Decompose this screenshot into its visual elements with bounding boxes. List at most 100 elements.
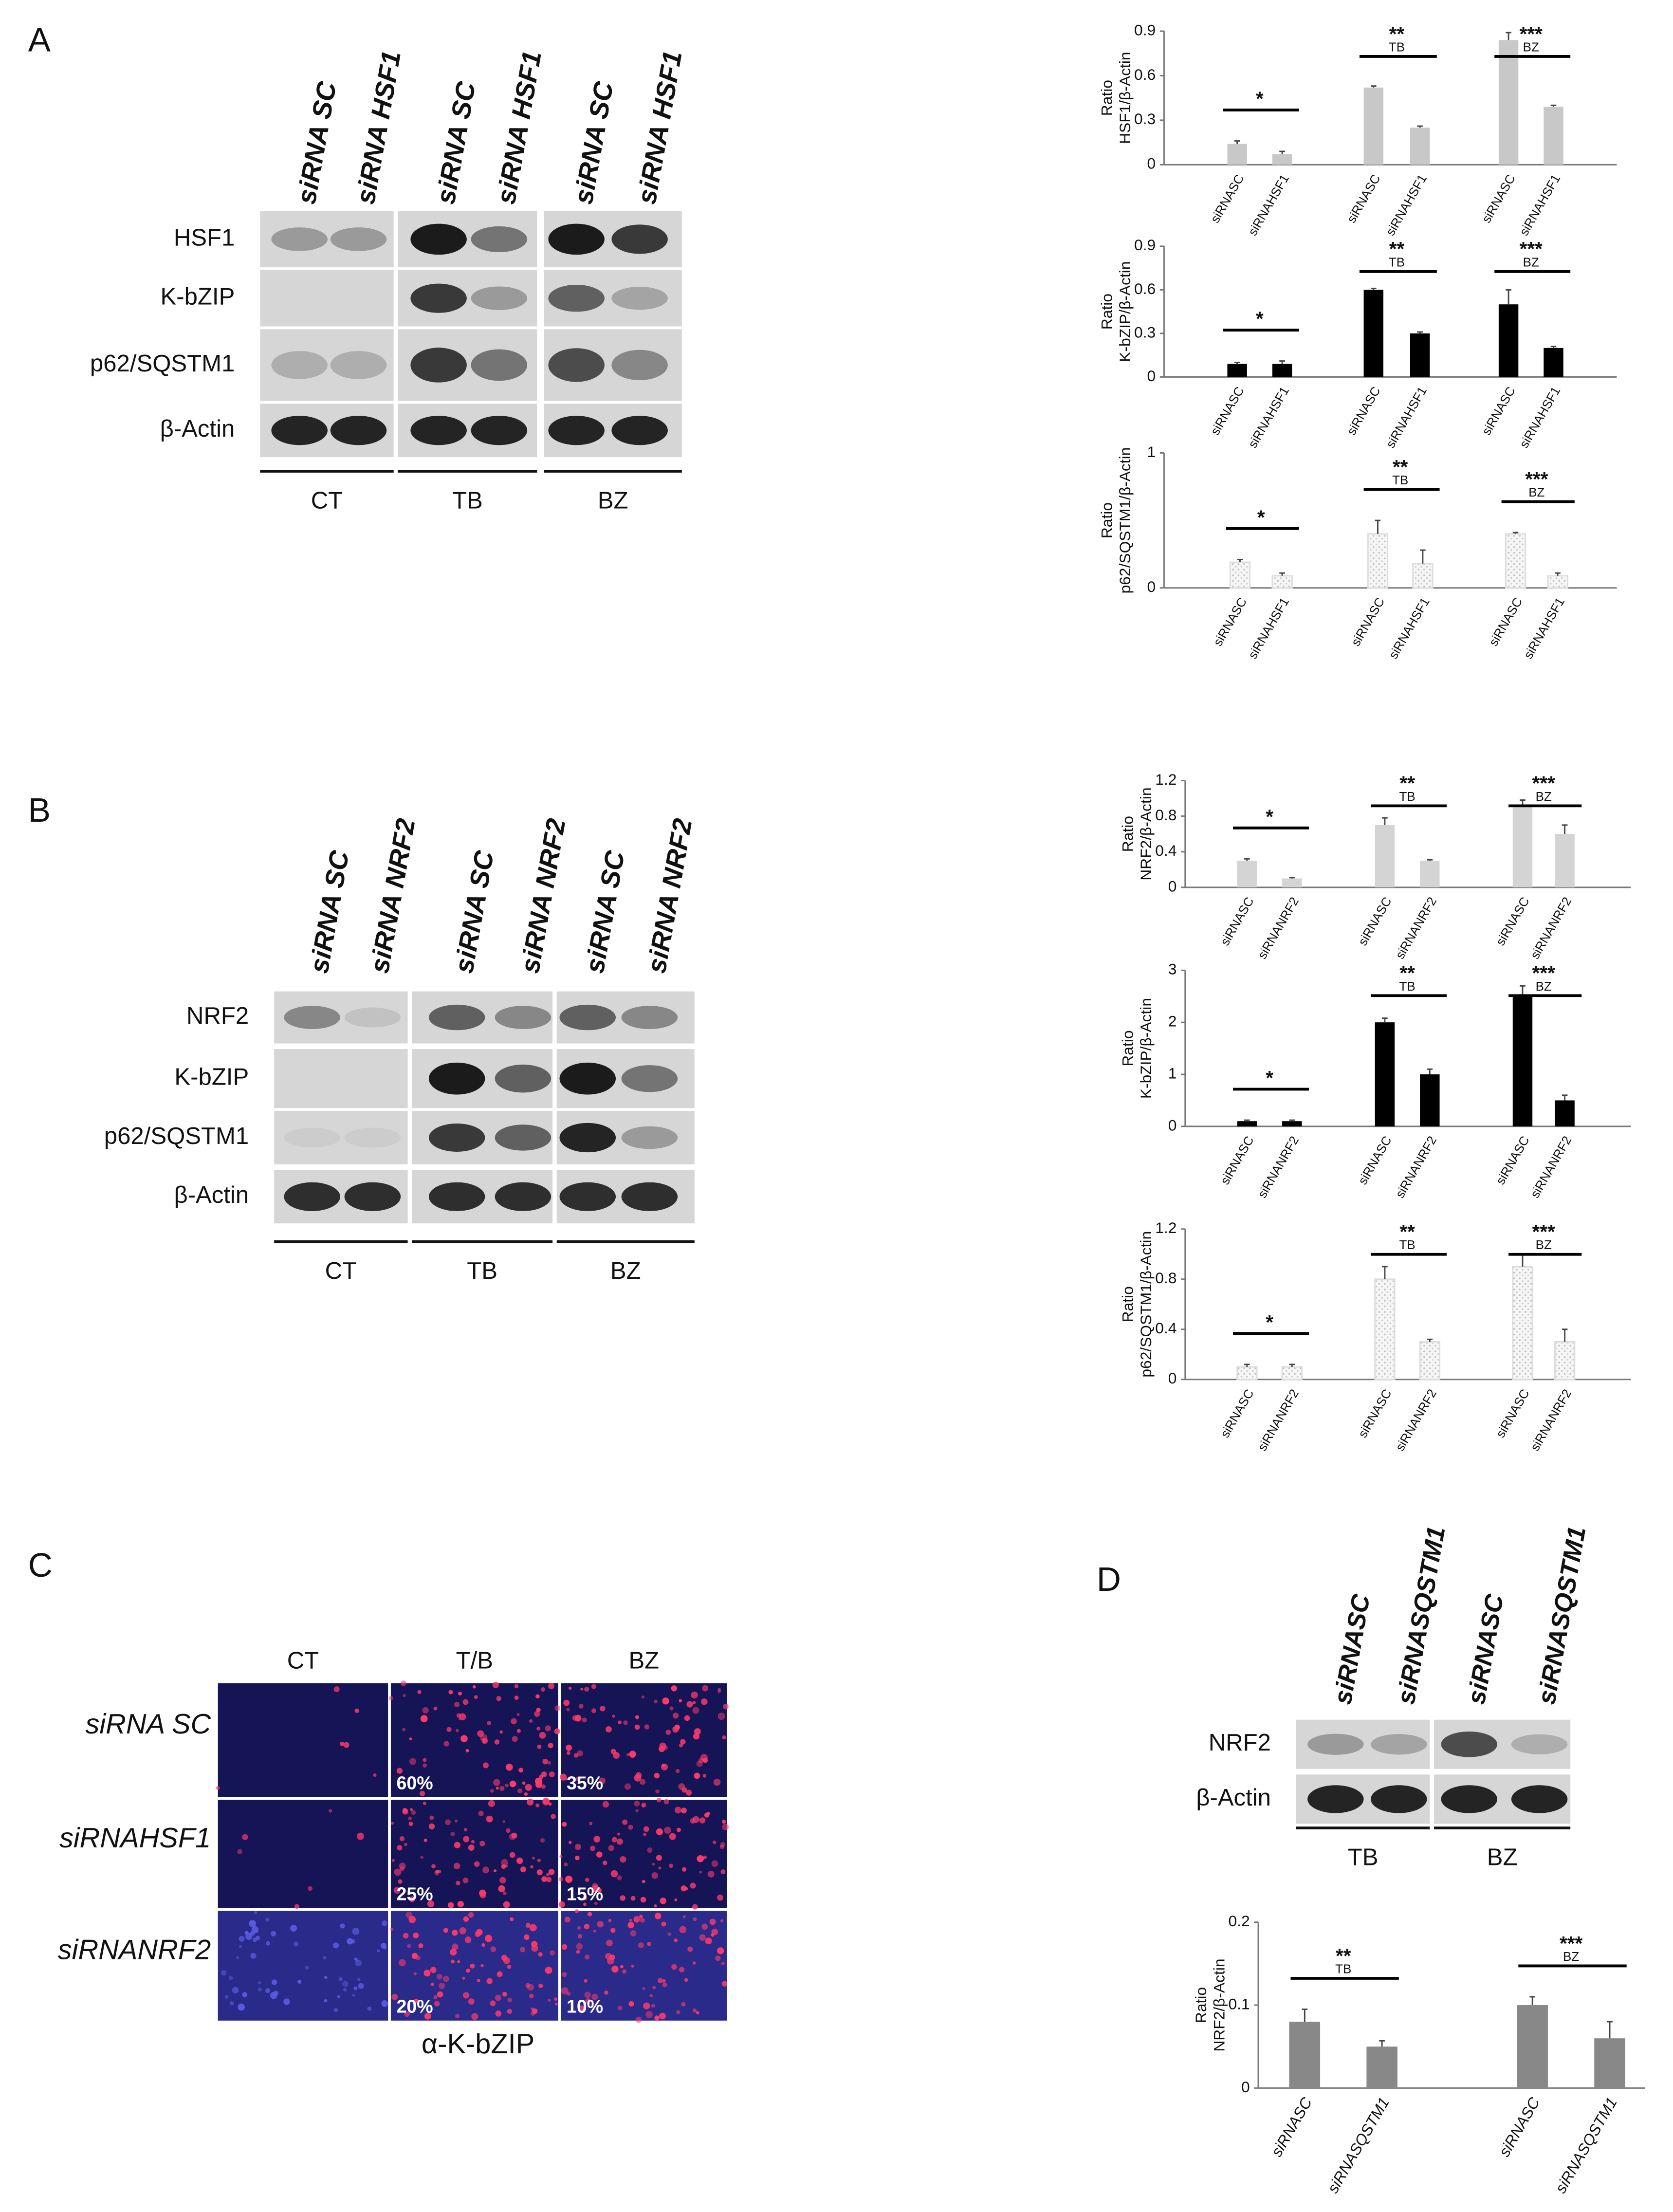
cell-signal [423,1801,426,1806]
cell-signal [529,1924,537,1932]
cell-signal [561,1987,569,1995]
cell-signal [616,1838,623,1845]
cell-signal [529,1719,533,1723]
cell-signal [499,1877,506,1884]
cell-signal [525,1922,531,1928]
cell-signal [505,1783,509,1788]
cell-signal [516,1857,523,1864]
cell-signal [717,1947,724,1954]
cell-signal [681,2002,686,2007]
cell-signal [684,1887,688,1891]
cell-signal [249,1920,257,1927]
blot-strip [260,270,394,327]
cell-signal [486,1815,493,1823]
cell-signal [479,1841,485,1846]
cell-signal [631,1965,634,1968]
y-axis-label: Ratio [1119,816,1137,852]
bar [1420,861,1440,887]
row-label: p62/SQSTM1 [90,350,235,377]
cell-signal [574,1909,579,1914]
percentage: 25% [396,1884,433,1904]
lane-label: siRNA SC [579,848,630,975]
cell-signal [525,1784,532,1791]
bar [1363,290,1384,377]
cell-signal [693,1917,697,1921]
cell-signal [723,1703,729,1710]
cell-signal [629,1918,632,1922]
micrograph [561,1683,727,1797]
cell-signal [558,1901,565,1908]
blot-band [611,416,668,445]
cell-signal [654,2015,660,2021]
percentage: 20% [396,1996,433,2017]
cell-signal [239,1936,245,1942]
y-tick-label: 0.9 [1134,21,1156,38]
cell-signal [566,1744,572,1751]
x-tick-label: siRNASQSTM1 [1324,2094,1393,2196]
cell-signal [585,1998,591,2004]
cell-signal [430,1982,434,1986]
cell-signal [584,1686,589,1692]
cell-signal [590,1845,596,1851]
x-tick-label: siRNASC [1268,2094,1316,2159]
cell-signal [474,1861,480,1867]
row-label: β-Actin [174,1182,249,1208]
cell-signal [390,1822,394,1825]
cell-signal [697,1855,704,1862]
blot-band [1511,1734,1568,1754]
cell-signal [434,2001,440,2007]
cell-signal [604,1991,608,1995]
cell-signal [516,1729,521,1733]
cell-signal [502,1991,507,1997]
cell-signal [398,1879,403,1884]
cell-signal [488,1800,495,1807]
cell-signal [655,1789,660,1794]
x-tick-label: siRNANRF2 [1527,1133,1575,1200]
cell-signal [536,1869,543,1876]
row-label: K-bZIP [174,1064,249,1090]
y-tick-label: 0 [1168,1116,1177,1134]
cell-signal [584,1991,591,1998]
bar [1282,1121,1302,1126]
cell-signal [641,1695,645,1699]
cell-signal [527,1984,534,1991]
bar [1512,807,1533,887]
cell-signal [669,1833,676,1840]
cell-signal [463,1828,467,1832]
cell-signal [626,1753,630,1756]
cell-signal [424,2012,431,2020]
cell-signal [507,2009,512,2014]
cell-signal [591,1708,596,1714]
cell-signal [409,1808,413,1811]
blot-band [559,1182,616,1211]
bar [1375,1022,1395,1126]
cell-signal [671,1964,677,1970]
cell-signal [589,1822,593,1825]
blot-strip [274,1111,408,1164]
y-axis-label: NRF2/β-Actin [1137,788,1155,881]
cell-signal [565,1875,573,1883]
cell-signal [443,1741,449,1747]
cell-signal [613,1752,620,1759]
cell-signal [719,1844,724,1849]
cell-signal [258,1981,261,1985]
blot-band [271,416,328,445]
x-tick-label: siRNASC [1344,384,1383,438]
group-label: TB [467,1258,497,1284]
lane-label: siRNA HSF1 [631,49,688,206]
cell-signal [439,1982,445,1989]
cell-signal [620,1856,626,1863]
cell-signal [591,1684,597,1689]
blot-band [284,1006,340,1029]
cell-signal [548,1743,553,1749]
blot-band [410,416,467,445]
cell-signal [707,1870,715,1878]
cell-signal [502,1820,506,1823]
blot-band [344,1127,401,1148]
cell-signal [427,1900,435,1908]
significance-stars: * [1266,1311,1273,1333]
significance-label: BZ [1523,39,1539,54]
error-bar [1512,532,1519,534]
cell-signal [651,1872,659,1879]
